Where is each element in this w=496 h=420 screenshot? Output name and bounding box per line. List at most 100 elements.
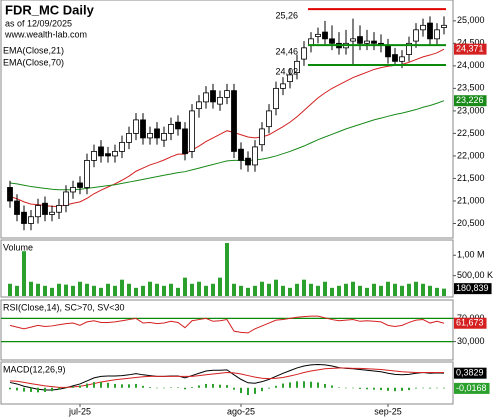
last-value-label: 180,839: [456, 283, 489, 293]
volume-bar: [169, 283, 173, 296]
last-value-box: [454, 95, 487, 107]
candle-body: [273, 87, 279, 110]
volume-bar: [120, 279, 124, 296]
volume-bar: [239, 285, 243, 296]
candle-body: [21, 211, 27, 224]
candle-body: [154, 128, 160, 139]
candle-body: [329, 38, 335, 44]
last-value-label: 23,226: [456, 95, 484, 105]
candle-body: [168, 124, 174, 134]
volume-bar: [78, 281, 82, 296]
volume-bar: [260, 281, 264, 296]
x-tick-label: ago-25: [227, 406, 255, 416]
histogram-bar: [100, 382, 102, 388]
histogram-bar: [352, 387, 354, 389]
level-label: 24,46: [275, 47, 298, 57]
pane-title: RSI(Close,14), SC>70, SV<30: [3, 302, 125, 312]
candle-body: [420, 24, 426, 31]
volume-bar: [281, 285, 285, 296]
histogram-bar: [23, 387, 25, 392]
histogram-bar: [128, 384, 130, 388]
histogram-bar: [247, 387, 249, 395]
last-value-box: [454, 283, 492, 295]
histogram-bar: [135, 383, 137, 388]
histogram-bar: [387, 387, 389, 391]
histogram-bar: [366, 387, 368, 390]
histogram-bar: [373, 387, 375, 390]
last-value-label: 0,3829: [456, 368, 484, 378]
candle-body: [189, 110, 195, 152]
last-value-label: 24,371: [456, 44, 484, 54]
candle-body: [28, 216, 34, 224]
histogram-bar: [296, 381, 298, 388]
volume-bar: [43, 285, 47, 296]
candle-body: [203, 92, 209, 103]
y-tick-label: 22,500: [457, 128, 485, 138]
histogram-bar: [163, 387, 165, 389]
y-tick-label: 21,000: [457, 195, 485, 205]
volume-bar: [274, 279, 278, 296]
histogram-bar: [65, 387, 67, 389]
volume-bar: [288, 287, 292, 296]
histogram-bar: [114, 383, 116, 388]
candle-body: [63, 191, 69, 206]
volume-bar: [36, 283, 40, 296]
last-value-label: -0,0168: [456, 383, 487, 393]
histogram-bar: [429, 387, 431, 389]
volume-bar: [8, 283, 12, 296]
histogram-bar: [177, 387, 179, 388]
y-tick-label: 23,000: [457, 105, 485, 115]
volume-bar: [267, 283, 271, 296]
candle-body: [224, 90, 230, 98]
volume-bar: [29, 281, 33, 296]
candle-body: [441, 24, 447, 28]
histogram-bar: [205, 383, 207, 388]
histogram-bar: [198, 385, 200, 388]
volume-bar: [155, 283, 159, 296]
volume-bar: [428, 285, 432, 296]
histogram-bar: [170, 387, 172, 388]
pane-frame: [0, 0, 454, 239]
candle-body: [91, 151, 97, 161]
histogram-bar: [317, 382, 319, 388]
volume-bar: [323, 281, 327, 296]
volume-bar: [232, 283, 236, 296]
candle-body: [385, 45, 391, 58]
candle-body: [238, 148, 244, 161]
histogram-bar: [58, 387, 60, 390]
histogram-bar: [394, 387, 396, 392]
candle-body: [287, 74, 293, 83]
histogram-bar: [226, 385, 228, 388]
volume-bar: [22, 251, 26, 296]
volume-bar: [64, 284, 68, 296]
candle-body: [70, 187, 76, 193]
candle-body: [392, 54, 398, 62]
volume-bar: [393, 283, 397, 296]
histogram-bar: [240, 387, 242, 394]
volume-bar: [316, 285, 320, 296]
volume-bar: [344, 283, 348, 296]
histogram-bar: [16, 387, 18, 391]
volume-bar: [330, 287, 334, 296]
volume-bar: [386, 281, 390, 296]
volume-bar: [99, 287, 103, 296]
candle-body: [280, 83, 286, 89]
candle-body: [210, 90, 216, 103]
histogram-bar: [331, 385, 333, 388]
histogram-bar: [93, 382, 95, 388]
volume-bar: [141, 285, 145, 296]
histogram-bar: [86, 383, 88, 388]
line: [9, 100, 445, 191]
volume-bar: [302, 279, 306, 296]
volume-bar: [127, 283, 131, 296]
candle-body: [399, 56, 405, 62]
histogram-bar: [191, 387, 193, 388]
histogram-bar: [282, 383, 284, 388]
volume-bar: [197, 281, 201, 296]
volume-bar: [372, 283, 376, 296]
volume-bar: [57, 283, 61, 296]
candle-body: [245, 157, 251, 166]
volume-bar: [407, 283, 411, 296]
line: [9, 367, 445, 388]
